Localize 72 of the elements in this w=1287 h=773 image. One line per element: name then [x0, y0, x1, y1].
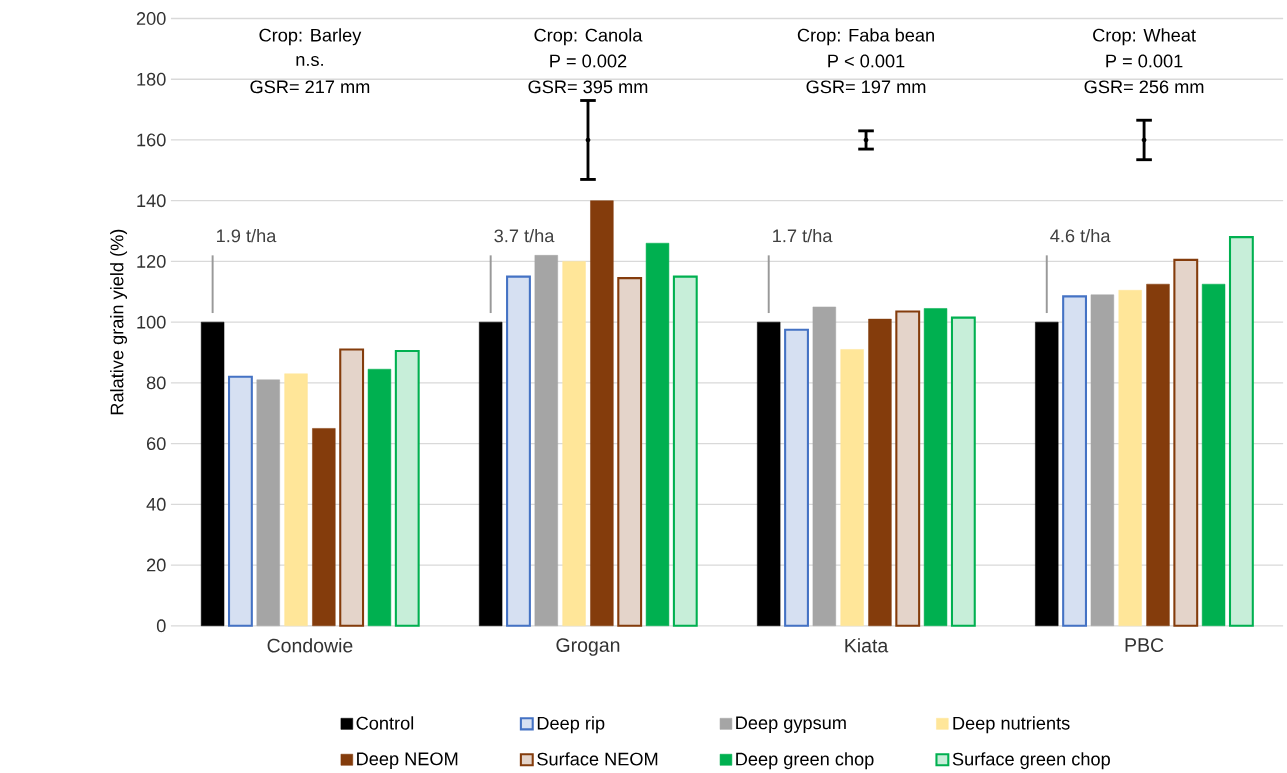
annotation: GSR= 197 mm — [806, 80, 926, 94]
bar — [227, 375, 253, 627]
y-tick-label: 140 — [137, 194, 166, 208]
bar — [1173, 258, 1199, 627]
bar — [562, 261, 586, 627]
y-axis-title: Ralative grain yield (%) — [110, 229, 128, 415]
annotation: Crop: Wheat — [1093, 28, 1196, 46]
x-tick-label: Kiata — [845, 638, 889, 653]
y-tick-label: 40 — [146, 497, 166, 511]
legend-label: Surface green chop — [952, 752, 1110, 770]
bar — [479, 321, 503, 627]
bar — [1228, 236, 1254, 627]
bar — [757, 321, 781, 627]
bar — [1146, 283, 1170, 627]
annotation: P = 0.001 — [1106, 54, 1183, 68]
bar — [923, 308, 948, 627]
legend-label: Deep nutrients — [953, 716, 1070, 734]
annotation: 4.6 t/ha — [1050, 228, 1111, 243]
y-tick-label: 200 — [136, 12, 166, 25]
bar — [1062, 295, 1088, 627]
bar — [784, 328, 809, 627]
bar — [617, 277, 643, 627]
annotation: Crop: Faba bean — [797, 28, 934, 46]
bar — [339, 348, 365, 627]
annotation: Crop: Barley — [259, 28, 362, 46]
annotation: n.s. — [296, 56, 323, 67]
bar — [590, 200, 614, 627]
bar — [1090, 294, 1115, 627]
x-tick-label: Grogan — [556, 638, 620, 656]
annotation: 1.7 t/ha — [773, 228, 833, 243]
annotation: Crop: Canola — [534, 28, 643, 46]
y-tick-label: 0 — [156, 619, 166, 633]
y-tick-label: 60 — [147, 437, 166, 451]
legend-label: Deep green chop — [736, 752, 874, 770]
legend-label: Surface NEOM — [537, 752, 658, 766]
y-tick-label: 160 — [137, 133, 166, 147]
y-tick-label: 20 — [147, 558, 166, 572]
legend-label: Deep rip — [537, 716, 605, 734]
annotation: P < 0.001 — [828, 54, 905, 68]
bar — [506, 275, 531, 627]
annotation: GSR= 256 mm — [1084, 80, 1204, 94]
bar — [312, 428, 336, 627]
bar — [284, 373, 308, 627]
y-tick-label: 180 — [137, 72, 166, 86]
bar — [950, 316, 976, 627]
annotation: GSR= 217 mm — [250, 80, 370, 94]
bar — [1118, 290, 1142, 627]
bar — [868, 318, 892, 627]
bar — [394, 349, 420, 627]
bar — [812, 306, 836, 627]
bar — [256, 379, 280, 627]
y-tick-label: 120 — [137, 254, 166, 268]
annotation: 3.7 t/ha — [494, 228, 555, 243]
x-tick-label: Condowie — [267, 638, 353, 653]
annotation: P = 0.002 — [550, 54, 627, 68]
bar — [672, 275, 698, 627]
bar — [534, 255, 558, 627]
y-tick-label: 80 — [146, 376, 166, 390]
bar — [840, 349, 864, 627]
legend-label: Control — [356, 716, 414, 730]
bar — [895, 310, 921, 627]
annotation: 1.9 t/ha — [217, 228, 277, 243]
legend-label: Deep gypsum — [736, 716, 846, 733]
annotation: GSR= 395 mm — [528, 80, 648, 94]
legend-label: Deep NEOM — [357, 752, 458, 769]
bar — [367, 368, 392, 627]
bar — [1201, 283, 1226, 627]
bar — [1035, 321, 1059, 627]
bar — [645, 242, 670, 627]
y-tick-label: 100 — [137, 315, 166, 329]
x-tick-label: PBC — [1125, 638, 1164, 652]
bar — [200, 321, 225, 627]
